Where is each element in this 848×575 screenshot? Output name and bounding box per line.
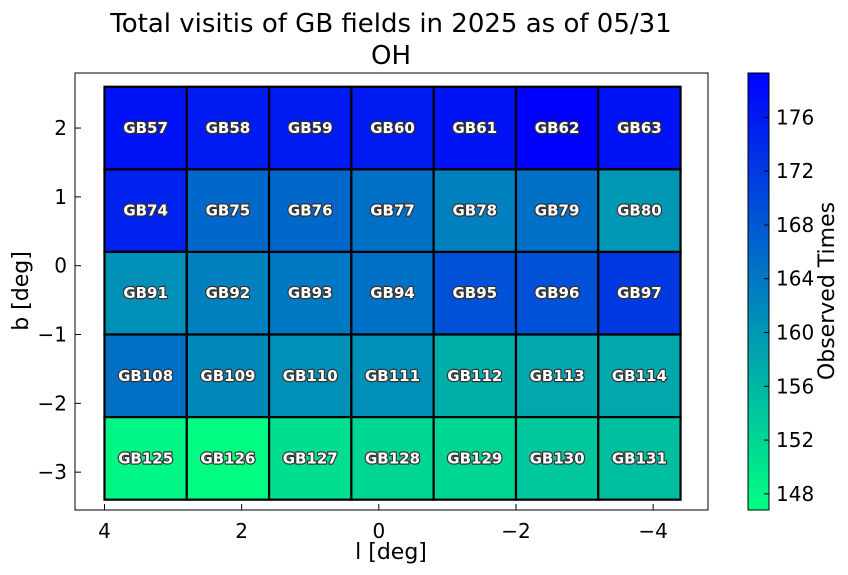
heatmap-cell: [103, 250, 188, 336]
cell-label: GB127: [283, 449, 338, 467]
colorbar-tick-label: 148: [776, 482, 814, 506]
colorbar-tick-label: 160: [776, 321, 814, 345]
cell-label: GB80: [617, 202, 662, 220]
chart-title: Total visitis of GB fields in 2025 as of…: [109, 9, 671, 39]
heatmap-cell: [185, 250, 271, 336]
cell-label: GB60: [370, 119, 415, 137]
cell-label: GB113: [530, 367, 585, 385]
cell-label: GB77: [370, 202, 415, 220]
y-tick-label: −2: [38, 391, 67, 415]
cell-label: GB114: [612, 367, 667, 385]
colorbar: [747, 72, 770, 511]
heatmap-cell: [597, 85, 682, 171]
heatmap-cell: [350, 250, 435, 336]
heatmap-cell: [597, 250, 682, 336]
cell-label: GB97: [617, 284, 662, 302]
colorbar-tick-label: 164: [776, 267, 814, 291]
cell-label: GB59: [288, 119, 333, 137]
cell-label: GB58: [206, 119, 251, 137]
cell-label: GB110: [283, 367, 338, 385]
x-axis-label: l [deg]: [355, 540, 427, 565]
colorbar-tick-label: 156: [776, 374, 814, 398]
heatmap-cell: [514, 168, 600, 254]
cell-label: GB130: [530, 449, 585, 467]
x-tick-label: −2: [501, 519, 530, 543]
cell-label: GB79: [535, 202, 580, 220]
heatmap-cell: [597, 333, 682, 419]
cell-label: GB111: [365, 367, 420, 385]
heatmap-cells: GB57 GB58 GB59 GB60 GB61 GB62 GB63 GB74 GB75 GB76…: [103, 85, 682, 501]
colorbar-tick-label: 152: [776, 428, 814, 452]
cell-label: GB61: [453, 119, 498, 137]
x-tick-label: 2: [235, 519, 248, 543]
cell-label: GB94: [370, 284, 415, 302]
x-axis-ticks: 4 2 0 −2 −4: [98, 504, 668, 543]
cell-label: GB108: [118, 367, 173, 385]
heatmap-cell: [185, 415, 271, 501]
heatmap-cell: [432, 415, 518, 501]
cell-label: GB112: [447, 367, 502, 385]
colorbar-tick-label: 168: [776, 213, 814, 237]
x-tick-label: −4: [638, 519, 667, 543]
heatmap-cell: [432, 333, 518, 419]
heatmap-cell: [185, 168, 271, 254]
cell-label: GB91: [123, 284, 168, 302]
colorbar-tick-label: 172: [776, 159, 814, 183]
cell-label: GB131: [612, 449, 667, 467]
heatmap-cell: [514, 333, 600, 419]
heatmap-cell: [514, 415, 600, 501]
cell-label: GB109: [200, 367, 255, 385]
cell-label: GB92: [206, 284, 251, 302]
cell-label: GB63: [617, 119, 662, 137]
heatmap-cell: [267, 250, 353, 336]
colorbar-ticks: 148 152 156 160 164 168 172 176: [764, 105, 814, 506]
cell-label: GB93: [288, 284, 333, 302]
colorbar-tick-label: 176: [776, 105, 814, 129]
x-tick-label: 0: [372, 519, 385, 543]
cell-label: GB78: [453, 202, 498, 220]
cell-label: GB95: [453, 284, 498, 302]
heatmap-cell: [350, 168, 435, 254]
y-tick-label: 1: [54, 185, 67, 209]
heatmap-cell: [432, 85, 518, 171]
cell-label: GB128: [365, 449, 420, 467]
cell-label: GB96: [535, 284, 580, 302]
cell-label: GB74: [123, 202, 168, 220]
y-axis-label: b [deg]: [9, 251, 34, 331]
heatmap-cell: [432, 250, 518, 336]
chart-subtitle: OH: [371, 41, 411, 71]
cell-label: GB129: [447, 449, 502, 467]
x-tick-label: 4: [98, 519, 111, 543]
cell-label: GB125: [118, 449, 173, 467]
cell-label: GB75: [206, 202, 251, 220]
heatmap-cell: [514, 250, 600, 336]
heatmap-cell: [597, 415, 682, 501]
y-tick-label: 2: [54, 116, 67, 140]
y-axis-ticks: 2 1 0 −1 −2 −3: [38, 116, 81, 484]
cell-label: GB76: [288, 202, 333, 220]
heatmap-cell: [103, 333, 188, 419]
heatmap-cell: [103, 85, 188, 171]
y-tick-label: −1: [38, 323, 67, 347]
y-tick-label: 0: [54, 254, 67, 278]
cell-label: GB62: [535, 119, 580, 137]
y-tick-label: −3: [38, 460, 67, 484]
cell-label: GB57: [123, 119, 168, 137]
colorbar-label: Observed Times: [815, 202, 840, 380]
cell-label: GB126: [200, 449, 255, 467]
